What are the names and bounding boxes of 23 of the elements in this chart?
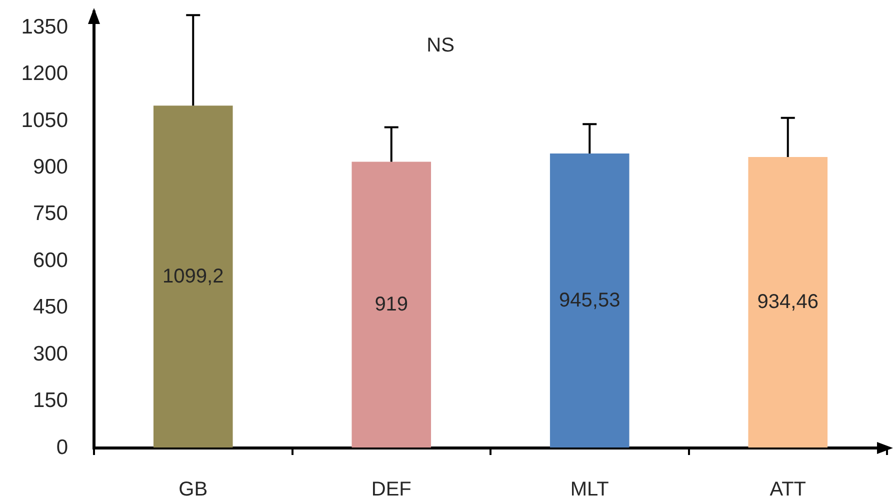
y-tick-label: 150 xyxy=(32,389,68,412)
y-tick-label: 0 xyxy=(56,436,68,459)
annotation: NS xyxy=(426,34,454,57)
y-tick-label: 450 xyxy=(32,296,68,319)
x-tick-label: GB xyxy=(178,478,208,501)
x-tick-label: MLT xyxy=(570,478,609,501)
x-tick-label: ATT xyxy=(770,478,806,501)
x-tick-label: DEF xyxy=(371,478,412,501)
y-tick-label: 600 xyxy=(32,248,68,272)
bar xyxy=(748,156,828,448)
y-tick-label: 900 xyxy=(32,156,68,179)
y-tick-label: 1200 xyxy=(21,62,68,86)
data-label: 919 xyxy=(374,293,408,316)
data-label: 1099,2 xyxy=(162,265,224,288)
data-label: 945,53 xyxy=(559,289,620,312)
y-tick-label: 1350 xyxy=(21,15,68,38)
bar xyxy=(550,154,630,448)
y-tick-label: 300 xyxy=(32,342,68,366)
y-tick-label: 750 xyxy=(32,202,68,226)
bar xyxy=(153,106,233,448)
y-tick-label: 1050 xyxy=(21,108,68,132)
bar xyxy=(352,162,432,448)
data-label: 934,46 xyxy=(757,291,818,314)
